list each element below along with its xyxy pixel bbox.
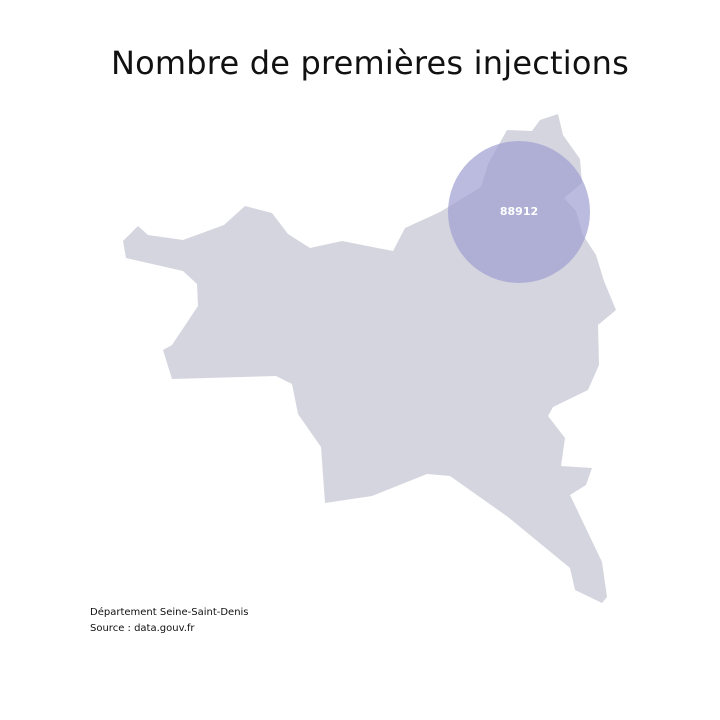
- injection-count-bubble: [448, 141, 590, 283]
- page-title: Nombre de premières injections: [111, 44, 629, 82]
- department-note: Département Seine-Saint-Denis: [90, 607, 249, 618]
- source-note: Source : data.gouv.fr: [90, 623, 195, 634]
- injection-count-label: 88912: [500, 205, 538, 218]
